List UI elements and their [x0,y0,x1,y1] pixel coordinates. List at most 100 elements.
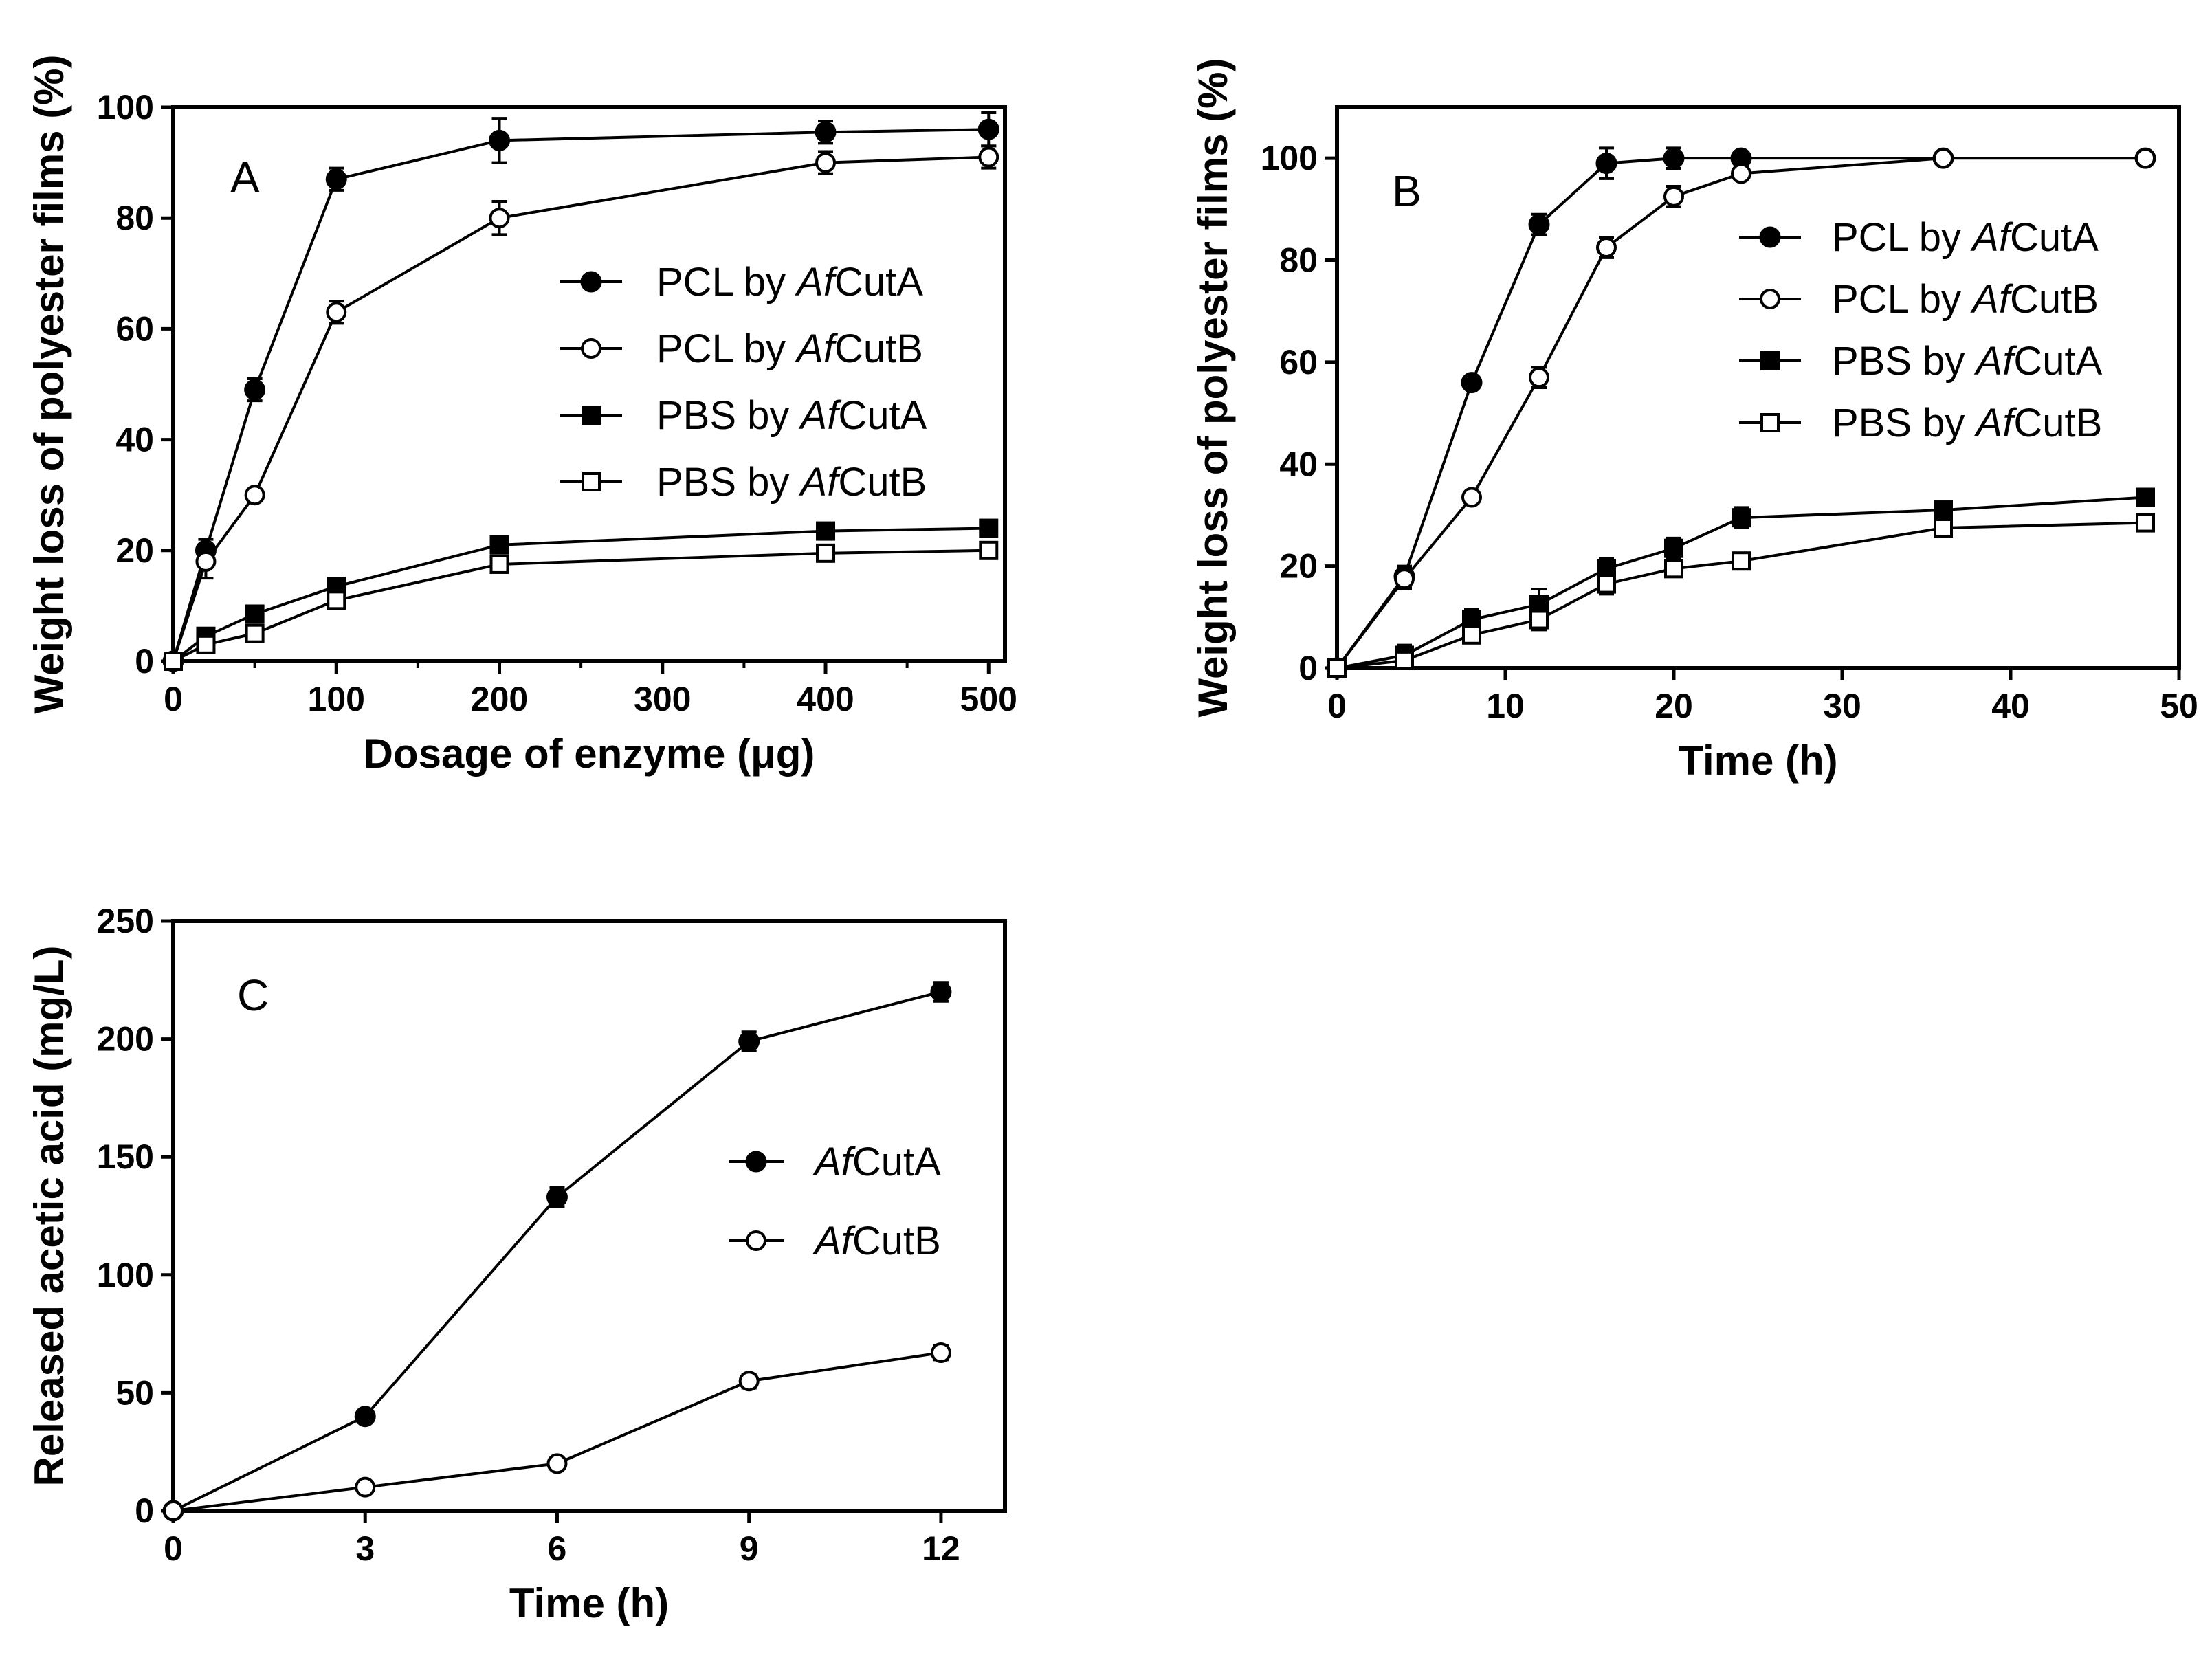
data-point [815,121,837,143]
y-tick-label: 250 [97,902,154,940]
legend-label-suffix: CutA [838,393,927,438]
legend-marker [1759,226,1781,248]
y-tick-label: 60 [1279,343,1318,381]
x-tick-label: 40 [1991,687,2030,725]
data-point [1664,559,1683,579]
data-point [196,634,216,654]
series-3 [164,518,999,671]
legend-entry: PBS by AfCutA [560,393,927,438]
legend-label-prefix: PCL by [1832,215,1972,260]
series-2 [1327,148,2156,678]
data-point [979,540,999,560]
data-point [489,208,510,229]
legend-label-italic: Af [795,260,839,304]
legend-label-suffix: CutA [834,260,923,304]
legend-marker [580,271,602,293]
y-axis-title: Weight loss of polyester films (%) [26,54,72,713]
legend-label-italic: Af [812,1219,856,1263]
data-point [1597,574,1616,594]
y-tick-label: 200 [97,1020,154,1059]
data-point [1394,568,1415,590]
data-point [2136,487,2155,507]
data-point [354,1406,376,1428]
x-tick-label: 0 [164,680,183,718]
legend-entry: AfCutB [729,1219,941,1263]
plot-frame [1335,105,2181,670]
panel-letter: A [230,153,260,202]
data-point [1596,237,1617,258]
y-axis-title: Released acetic acid (mg/L) [26,946,72,1487]
legend-entry: PBS by AfCutB [560,460,927,505]
legend-label-prefix: PCL by [656,260,797,304]
panel-a: 0 100 200 300 400 500 0 20 40 60 80 100 Dosage of en… [26,54,1017,777]
legend-label-prefix: PCL by [1832,277,1972,322]
series-4 [1327,513,2155,678]
data-point [244,485,265,506]
data-point [1732,551,1751,571]
x-axis-title: Time (h) [509,1580,669,1626]
series-4 [164,540,999,671]
series-line [172,527,989,663]
series-1 [162,111,999,672]
legend-entry: PCL by AfCutA [1739,215,2099,260]
data-point [816,543,836,563]
legend-marker [1760,289,1780,309]
data-point [1528,214,1550,236]
data-point [1732,508,1751,528]
legend-label-suffix: CutB [2013,401,2102,445]
legend-label-suffix: CutA [852,1140,941,1184]
legend-label-prefix: PCL by [656,326,797,371]
x-axis-title: Time (h) [1678,738,1837,784]
legend-label: AfCutB [812,1219,941,1263]
legend-label: PCL by AfCutB [656,326,923,371]
legend-marker [582,406,601,425]
data-point [816,521,836,541]
legend-marker [582,472,601,491]
series-line [173,549,989,663]
x-tick-label: 200 [471,680,528,718]
legend-label: PCL by AfCutB [1832,277,2099,322]
data-point [977,118,999,140]
legend-label: PCL by AfCutA [1832,215,2099,260]
legend-label-prefix: PBS by [656,393,801,438]
legend-label-suffix: CutA [2010,215,2099,260]
y-tick-label: 80 [1279,241,1318,280]
plot-frame [171,919,1007,1513]
legend-label-italic: Af [1974,339,2018,384]
x-tick-label: 6 [548,1529,567,1568]
legend-marker [745,1151,767,1173]
legend-marker [581,338,601,359]
data-point [489,535,509,555]
data-point [164,652,183,671]
legend-marker [1760,413,1780,432]
y-tick-label: 0 [1298,649,1318,687]
y-tick-label: 20 [1279,547,1318,586]
y-tick-label: 50 [115,1373,154,1412]
legend-label-italic: Af [799,393,843,438]
data-point [1327,658,1347,678]
x-tick-label: 100 [308,680,365,718]
y-tick-label: 100 [97,88,154,126]
data-point [1461,372,1483,394]
y-tick-label: 100 [97,1256,154,1294]
plot-frame [171,105,1007,663]
legend-label-italic: Af [812,1140,856,1184]
data-point [1934,518,1953,538]
y-tick-label: 80 [115,199,154,237]
legend-entry: AfCutA [729,1140,941,1184]
data-point [738,1030,760,1052]
data-point [489,129,511,151]
x-tick-label: 30 [1823,687,1861,725]
data-point [1529,610,1549,630]
x-axis-title: Dosage of enzyme (μg) [364,731,815,777]
legend-label-prefix: PBS by [656,460,801,505]
data-point [1663,147,1685,169]
x-tick-label: 20 [1655,687,1693,725]
x-tick-label: 300 [634,680,691,718]
data-point [1461,487,1482,508]
y-tick-label: 100 [1261,139,1318,177]
series-line [173,1351,942,1512]
legend-label: PBS by AfCutB [1832,401,2102,445]
series-1 [162,981,952,1522]
legend-entry: PBS by AfCutB [1739,401,2102,445]
